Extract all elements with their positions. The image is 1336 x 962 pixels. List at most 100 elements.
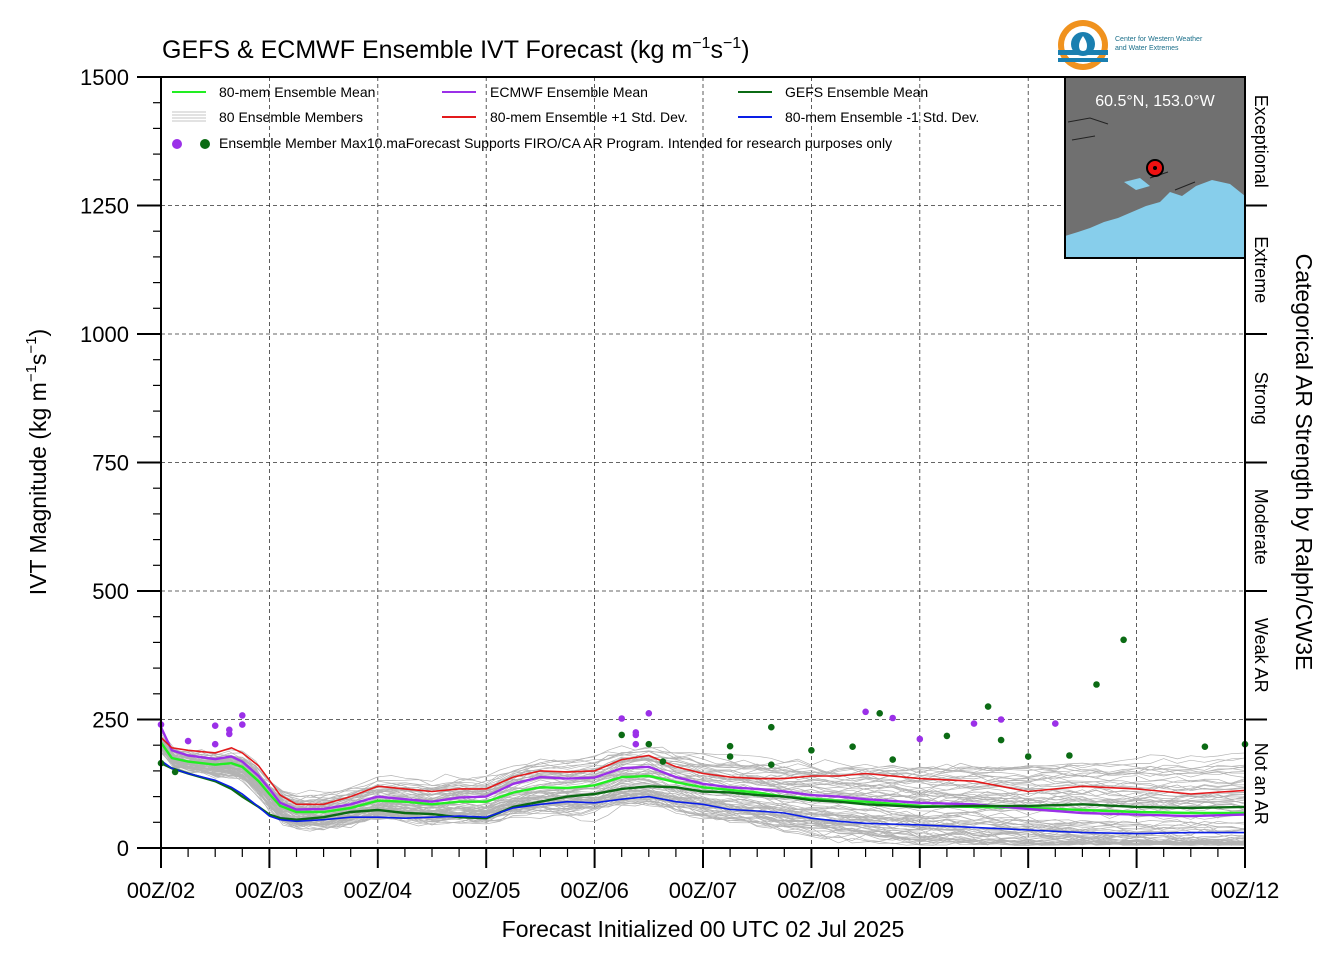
max-point-ecmwf [997,716,1005,723]
category-label: Moderate [1251,489,1271,565]
ensemble-member-line [160,738,1246,810]
legend-swatch-members [172,111,206,122]
max-point-ecmwf [618,715,625,722]
max-point-ecmwf [632,740,640,748]
ar-category-axis: Not an AR Weak AR Moderate Strong Extreme Exc… [1245,95,1271,825]
max-point-gefs [889,756,896,763]
max-point-ecmwf [862,708,869,716]
x-tick-label: 00Z/07 [669,878,738,903]
max-point-gefs [1201,743,1209,750]
chart-title: GEFS & ECMWF Ensemble IVT Forecast (kg m… [162,35,750,64]
x-tick-label: 00Z/03 [235,878,304,903]
x-tick-label: 00Z/02 [127,878,196,903]
y-tick-label: 500 [92,579,129,604]
ensemble-member-line [160,738,1246,798]
max-point-gefs [876,710,883,717]
max-point-ecmwf [211,740,219,748]
logo-line-1: Center for Western Weather [1115,36,1203,43]
max-point-ecmwf [239,712,246,719]
series-line-ecmwf [159,726,1246,818]
max-point-gefs [943,732,951,740]
x-tick-label: 00Z/08 [777,878,846,903]
max-point-gefs [726,753,734,760]
max-point-gefs [1066,752,1073,759]
max-point-gefs [808,747,815,754]
max-point-gefs [768,761,775,768]
x-tick-label: 00Z/06 [560,878,629,903]
series-line-mean80 [160,741,1245,815]
legend-label-max-note: Ensemble Member Max10.maForecast Support… [219,135,892,151]
ensemble-member-line [160,746,1246,844]
max-point-gefs [1093,681,1100,688]
max-point-ecmwf [184,737,192,745]
y-tick-label: 1250 [80,194,129,219]
max-point-gefs [768,723,775,731]
max-point-ecmwf [239,721,246,728]
x-tick-label: 00Z/12 [1211,878,1280,903]
inset-location-label: 60.5°N, 153.0°W [1095,93,1215,110]
x-tick-label: 00Z/10 [994,878,1063,903]
cw3e-logo: Center for Western Weather and Water Ext… [1058,20,1203,70]
max-point-gefs [997,736,1005,744]
max-point-ecmwf [211,722,219,729]
max-point-gefs [1024,753,1032,760]
inset-map: 60.5°N, 153.0°W [1064,76,1246,259]
max-point-ecmwf [916,735,924,743]
x-tick-label: 00Z/05 [452,878,521,903]
max-point-gefs [726,742,734,750]
ensemble-member-line [160,742,1246,811]
y-tick-label: 250 [92,708,129,733]
y-axis-label: IVT Magnitude (kg m−1s−1) [23,329,51,595]
max-point-gefs [171,768,179,776]
ensemble-member-line [160,739,1246,804]
y-tick-label: 1000 [80,322,129,347]
ensemble-member-line [160,749,1246,846]
right-axis-label: Categorical AR Strength by Ralph/CW3E [1291,254,1317,671]
ensemble-member-line [160,747,1246,846]
legend-label-ecmwf: ECMWF Ensemble Mean [490,84,648,100]
ensemble-member-lines [160,731,1246,846]
max-point-gefs [984,703,992,710]
y-tick-label: 1500 [80,65,129,90]
max-point-ecmwf [1052,720,1059,727]
max-point-ecmwf [970,720,978,727]
category-label: Strong [1251,372,1271,425]
inset-land [1065,77,1245,236]
max-point-gefs [659,758,667,765]
category-label: Weak AR [1251,618,1271,693]
category-label: Exceptional [1251,95,1271,188]
x-axis-label: Forecast Initialized 00 UTC 02 Jul 2025 [502,916,905,942]
ensemble-member-line [160,737,1246,806]
series-lines [159,726,1246,835]
max-point-gefs [1120,636,1127,644]
logo-line-2: and Water Extremes [1115,45,1179,52]
series-line-minus_sd [160,759,1245,835]
max-point-ecmwf [226,730,233,738]
ensemble-member-line [160,738,1246,810]
max-points [157,636,1249,776]
grid-lines [161,77,1245,848]
y-tick-label: 0 [117,836,129,861]
legend-marker-ecmwf-max [172,139,182,149]
max-point-gefs [645,740,653,748]
series-line-plus_sd [160,736,1246,806]
legend-marker-gefs-max [200,139,210,149]
x-tick-label: 00Z/11 [1103,878,1170,903]
max-point-ecmwf [889,714,896,722]
x-tick-label: 00Z/09 [886,878,955,903]
max-point-ecmwf [632,731,640,739]
tick-labels: 0 250 500 750 1000 1250 1500 00Z/02 00Z/03 00Z/04… [80,65,1279,903]
ensemble-member-line [160,743,1246,845]
max-point-gefs [618,731,625,739]
ensemble-member-line [160,737,1246,799]
category-label: Extreme [1251,236,1271,303]
max-point-ecmwf [645,710,653,717]
max-point-gefs [849,743,856,750]
legend-label-mean80: 80-mem Ensemble Mean [219,84,375,100]
y-tick-label: 750 [92,451,129,476]
category-label: Not an AR [1251,743,1271,825]
legend: 80-mem Ensemble Mean 80 Ensemble Members… [172,84,979,151]
x-tick-label: 00Z/04 [344,878,413,903]
legend-label-plus-sd: 80-mem Ensemble +1 Std. Dev. [490,109,688,125]
